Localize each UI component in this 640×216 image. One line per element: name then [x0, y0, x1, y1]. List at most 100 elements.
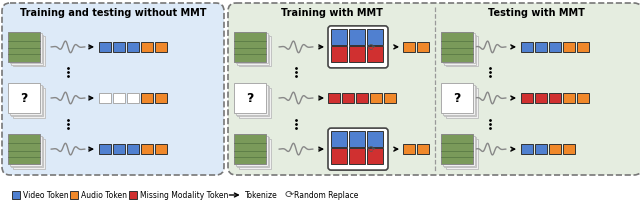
Bar — [577, 93, 589, 103]
Text: ?: ? — [453, 92, 461, 105]
Bar — [535, 42, 547, 52]
Bar — [10, 33, 42, 64]
Text: ⟳: ⟳ — [367, 145, 375, 154]
Bar — [444, 35, 476, 65]
Bar — [417, 42, 429, 52]
Bar — [127, 144, 139, 154]
Bar — [10, 136, 42, 166]
Bar — [445, 139, 477, 169]
Bar — [349, 148, 365, 164]
Bar — [444, 86, 476, 116]
Bar — [155, 93, 167, 103]
Text: Training with MMT: Training with MMT — [280, 8, 383, 18]
Bar — [549, 93, 561, 103]
Bar — [445, 87, 477, 118]
Bar — [403, 144, 415, 154]
Bar — [442, 84, 474, 114]
Bar — [12, 191, 20, 199]
Bar — [549, 144, 561, 154]
Bar — [521, 93, 533, 103]
FancyBboxPatch shape — [328, 26, 388, 68]
Bar — [331, 46, 347, 62]
Bar — [349, 46, 365, 62]
Bar — [563, 93, 575, 103]
Text: ⟳: ⟳ — [367, 42, 375, 51]
Bar — [417, 144, 429, 154]
Bar — [328, 93, 340, 103]
Bar — [127, 42, 139, 52]
Bar — [13, 37, 45, 66]
Bar — [370, 93, 382, 103]
Bar — [356, 93, 368, 103]
FancyBboxPatch shape — [328, 128, 388, 170]
Bar — [239, 139, 271, 169]
Text: ⟳: ⟳ — [285, 190, 294, 200]
Text: ?: ? — [20, 92, 28, 105]
Bar — [11, 35, 43, 65]
Text: Audio Token: Audio Token — [81, 191, 127, 200]
Bar — [444, 137, 476, 167]
Text: Testing with MMT: Testing with MMT — [488, 8, 585, 18]
Text: Video Token: Video Token — [23, 191, 68, 200]
Bar — [441, 32, 473, 62]
Bar — [70, 191, 79, 199]
Bar — [234, 83, 266, 113]
Bar — [441, 134, 473, 164]
Bar — [234, 134, 266, 164]
Text: Tokenize: Tokenize — [244, 191, 277, 200]
Bar — [521, 144, 533, 154]
Bar — [13, 87, 45, 118]
Bar — [129, 191, 137, 199]
Bar — [236, 84, 268, 114]
Bar — [11, 137, 43, 167]
Text: Random Replace: Random Replace — [294, 191, 358, 200]
Bar — [403, 42, 415, 52]
Bar — [239, 87, 271, 118]
Bar — [445, 37, 477, 66]
Bar — [234, 32, 266, 62]
Bar — [384, 93, 396, 103]
Bar — [442, 136, 474, 166]
Bar — [99, 93, 111, 103]
Text: Training and testing without MMT: Training and testing without MMT — [20, 8, 206, 18]
Bar — [563, 144, 575, 154]
Bar — [563, 42, 575, 52]
Text: ?: ? — [246, 92, 253, 105]
Bar — [535, 93, 547, 103]
Bar — [8, 83, 40, 113]
Bar — [239, 37, 271, 66]
Bar — [367, 131, 383, 147]
Bar — [237, 35, 269, 65]
Bar — [577, 42, 589, 52]
FancyBboxPatch shape — [228, 3, 640, 175]
Bar — [331, 131, 347, 147]
Bar — [113, 93, 125, 103]
Bar — [141, 144, 153, 154]
Bar — [99, 144, 111, 154]
Bar — [521, 42, 533, 52]
Bar — [11, 86, 43, 116]
Bar — [236, 33, 268, 64]
Bar — [331, 29, 347, 45]
Bar — [141, 93, 153, 103]
Bar — [13, 139, 45, 169]
Bar — [535, 144, 547, 154]
Bar — [342, 93, 354, 103]
Bar — [549, 42, 561, 52]
Bar — [155, 144, 167, 154]
Bar — [331, 148, 347, 164]
Bar — [8, 134, 40, 164]
Bar — [155, 42, 167, 52]
Bar — [141, 42, 153, 52]
Bar — [8, 32, 40, 62]
Bar — [442, 33, 474, 64]
Bar — [237, 86, 269, 116]
Bar — [10, 84, 42, 114]
Bar — [441, 83, 473, 113]
Bar — [367, 46, 383, 62]
Bar — [113, 42, 125, 52]
Bar — [113, 144, 125, 154]
Bar — [349, 29, 365, 45]
Text: Missing Modality Token: Missing Modality Token — [140, 191, 228, 200]
Bar — [127, 93, 139, 103]
